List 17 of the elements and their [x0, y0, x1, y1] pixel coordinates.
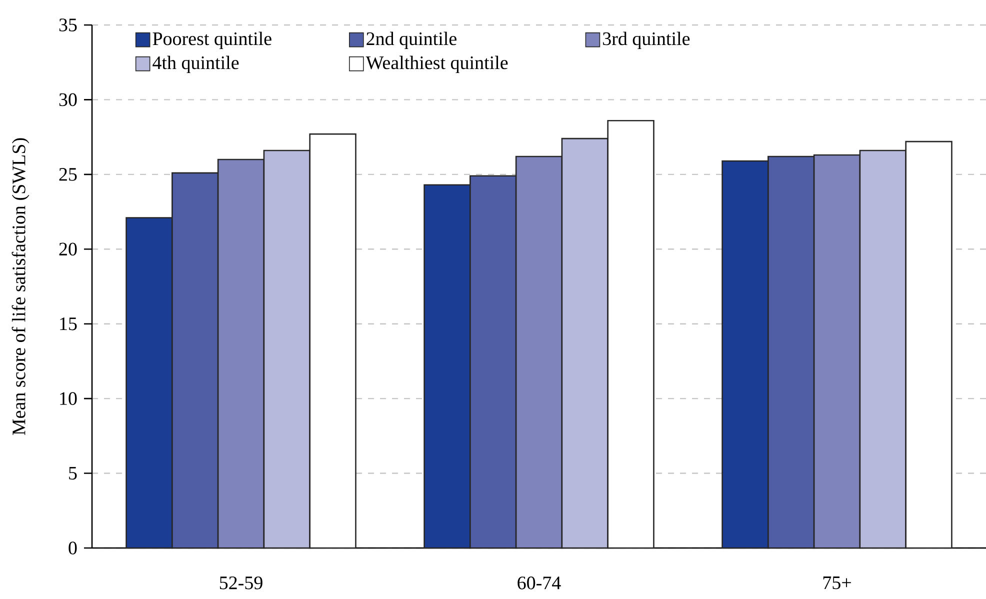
y-tick-label: 15 [60, 317, 77, 330]
legend-label: 2nd quintile [366, 32, 456, 50]
y-tick-label: 25 [59, 168, 77, 181]
x-tick-label: 75+ [823, 576, 851, 590]
legend-label: 4th quintile [152, 56, 239, 74]
y-axis-title: Mean score of life satisfaction (SWLS) [12, 138, 30, 435]
y-tick-label: 10 [60, 392, 77, 405]
legend-label: Wealthiest quintile [366, 56, 508, 74]
y-tick-label: 5 [69, 466, 77, 480]
x-tick-label: 60-74 [518, 576, 561, 590]
y-tick-label: 0 [68, 542, 77, 554]
y-tick-label: 30 [59, 93, 77, 106]
legend-label: 3rd quintile [603, 32, 690, 50]
y-tick-label: 35 [59, 18, 77, 32]
legend-label: Poorest quintile [152, 32, 272, 50]
x-tick-label: 52-59 [220, 576, 262, 590]
y-tick-label: 20 [59, 242, 77, 256]
